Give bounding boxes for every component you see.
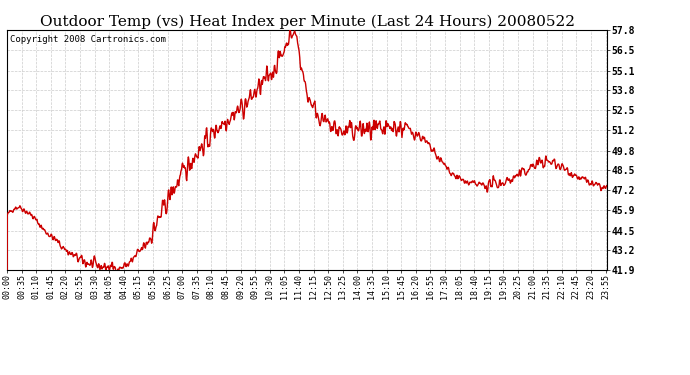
Title: Outdoor Temp (vs) Heat Index per Minute (Last 24 Hours) 20080522: Outdoor Temp (vs) Heat Index per Minute … xyxy=(39,15,575,29)
Text: Copyright 2008 Cartronics.com: Copyright 2008 Cartronics.com xyxy=(10,35,166,44)
